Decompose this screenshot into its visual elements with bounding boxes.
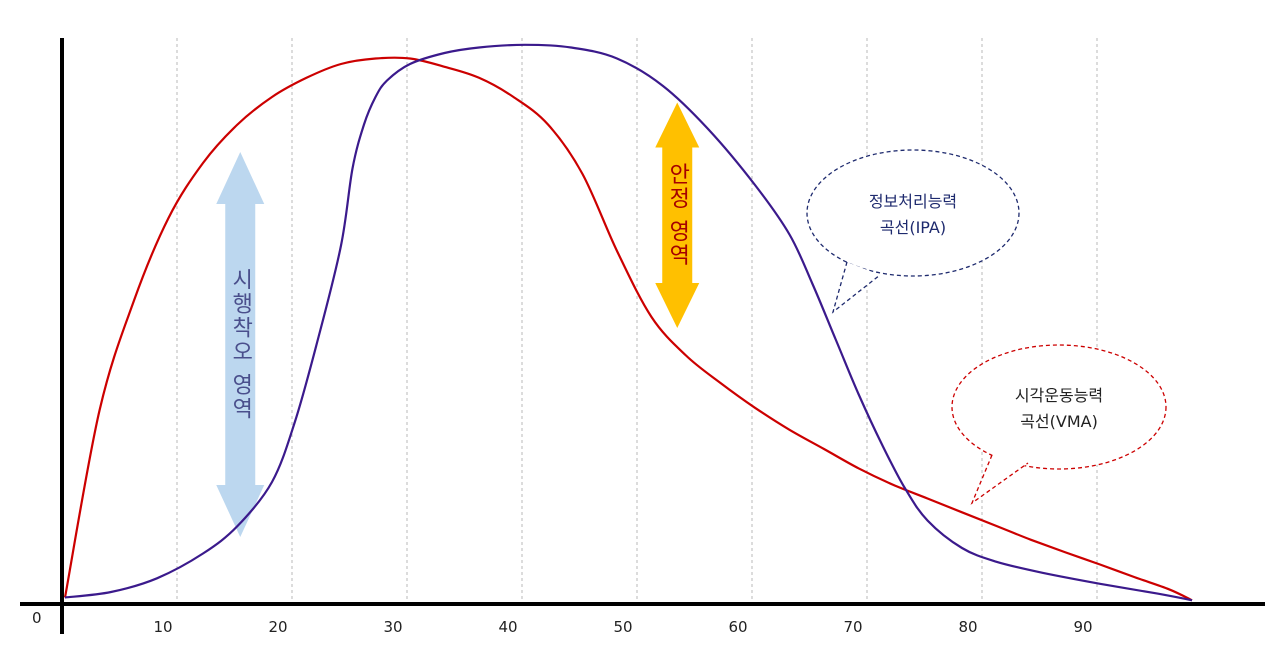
ipa-curve [64,43,1193,602]
x-tick-label-30: 30 [383,618,402,636]
vma-callout-line2: 곡선(VMA) [1020,412,1098,431]
trial-error-arrow [216,152,265,537]
vertical-gridlines [176,38,1098,603]
x-tick-label-60: 60 [728,618,747,636]
vma-callout-tail [970,454,1029,505]
x-tick-label-70: 70 [843,618,862,636]
callout-ipa: 정보처리능력 곡선(IPA) [806,149,1020,314]
x-tick-labels: 10 20 30 40 50 60 70 80 90 [153,618,1092,636]
x-tick-label-90: 90 [1073,618,1092,636]
ipa-callout-tail [831,261,881,314]
x-tick-label-20: 20 [268,618,287,636]
axes: 0 [20,38,1265,634]
callout-vma: 시각운동능력 곡선(VMA) [951,344,1167,505]
x-tick-label-40: 40 [498,618,517,636]
stable-zone-arrow [655,102,700,328]
x-tick-label-50: 50 [613,618,632,636]
stable-zone-label: 안정 영역 [665,163,690,268]
ipa-callout-bubble [806,149,1020,277]
trial-error-label: 시행착오 영역 [228,268,253,421]
series-layer [63,43,1193,602]
vma-callout-line1: 시각운동능력 [1015,386,1103,405]
x-tick-label-80: 80 [958,618,977,636]
region-annotations: 시행착오 영역 안정 영역 [216,102,700,537]
origin-label: 0 [32,609,42,627]
vma-callout-bubble [951,344,1167,470]
vma-curve [63,56,1193,602]
x-tick-label-10: 10 [153,618,172,636]
ipa-callout-line2: 곡선(IPA) [880,218,946,237]
ipa-callout-line1: 정보처리능력 [869,192,957,211]
